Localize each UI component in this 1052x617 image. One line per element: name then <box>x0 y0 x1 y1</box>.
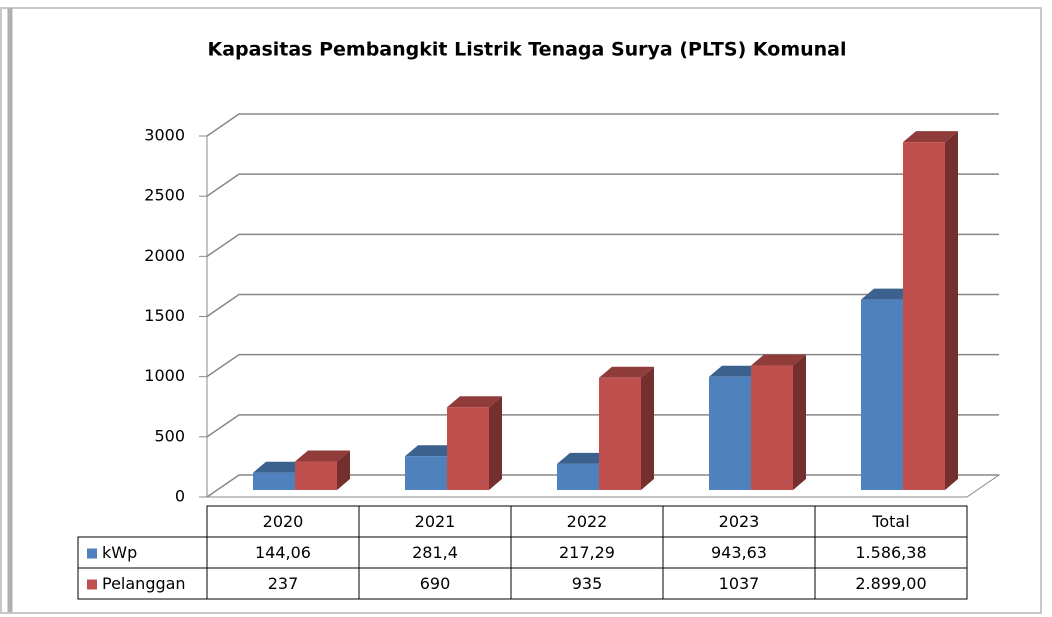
bar-side <box>337 450 350 490</box>
bar-side <box>489 396 502 490</box>
bar-top <box>295 450 350 462</box>
bar-top <box>861 288 916 300</box>
bar-top <box>557 452 612 464</box>
bar <box>861 299 903 490</box>
bar <box>295 461 337 490</box>
data-label: 144,06 <box>255 543 311 562</box>
y-tick-label: 1000 <box>144 366 185 385</box>
legend-label: Pelanggan <box>102 574 186 593</box>
data-label: 1.586,38 <box>855 543 926 562</box>
bar-top <box>405 445 460 457</box>
x-tick-label: Total <box>871 512 909 531</box>
chart-title: Kapasitas Pembangkit Listrik Tenaga Sury… <box>207 39 846 61</box>
legend-label: kWp <box>102 543 137 562</box>
x-tick-label: 2021 <box>415 512 456 531</box>
bar <box>903 142 945 490</box>
y-tick-label: 3000 <box>144 126 185 145</box>
y-tick-label: 1500 <box>144 306 185 325</box>
bar-top <box>599 366 654 378</box>
bar <box>709 376 751 490</box>
data-label: 943,63 <box>711 543 767 562</box>
bar-top <box>709 365 764 377</box>
bar-top <box>751 354 806 366</box>
y-tick-label: 500 <box>154 426 185 445</box>
data-label: 690 <box>420 574 451 593</box>
data-label: 281,4 <box>412 543 458 562</box>
bar <box>557 463 599 490</box>
grid-line <box>206 233 999 257</box>
legend-swatch <box>87 579 97 590</box>
bar-top <box>903 131 958 143</box>
data-label: 217,29 <box>559 543 615 562</box>
x-tick-label: 2023 <box>719 512 760 531</box>
x-tick-label: 2022 <box>567 512 608 531</box>
data-label: 237 <box>268 574 299 593</box>
grid-line <box>206 173 999 197</box>
bar <box>599 377 641 490</box>
bar-top <box>253 461 308 473</box>
data-label: 2.899,00 <box>855 574 926 593</box>
grid-line <box>206 113 999 137</box>
bar <box>447 407 489 490</box>
data-label: 1037 <box>719 574 760 593</box>
bar <box>405 456 447 490</box>
bar <box>751 365 793 490</box>
bar <box>253 472 295 490</box>
y-tick-label: 2500 <box>144 186 185 205</box>
grid-line <box>206 353 999 378</box>
x-tick-label: 2020 <box>263 512 304 531</box>
grid-line <box>206 293 999 318</box>
bar-side <box>641 366 654 490</box>
bar-side <box>945 131 958 490</box>
y-tick-label: 0 <box>175 487 185 506</box>
bar-top <box>447 396 502 408</box>
data-label: 935 <box>572 574 603 593</box>
y-tick-label: 2000 <box>144 246 185 265</box>
legend-swatch <box>87 548 97 559</box>
bar-side <box>793 354 806 490</box>
